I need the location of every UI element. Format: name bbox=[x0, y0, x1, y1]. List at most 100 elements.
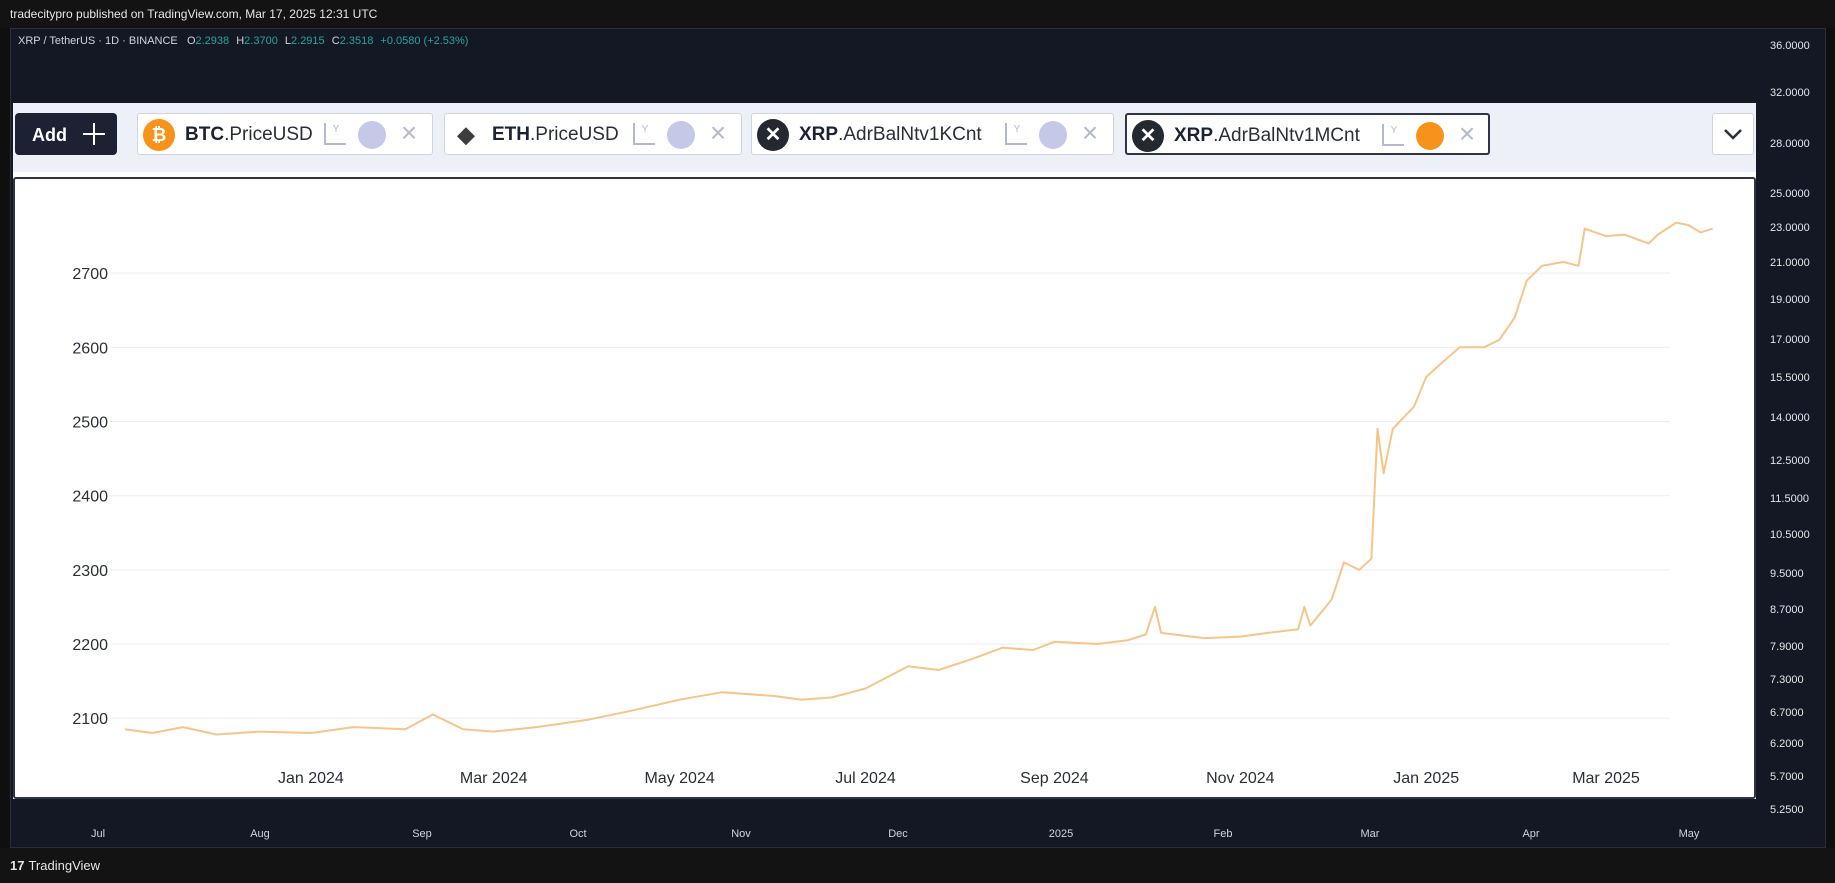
metric-field: .AdrBalNtv1KCnt bbox=[838, 124, 982, 145]
xrp-icon: ✕ bbox=[757, 119, 789, 151]
price-scale-tick: 6.7000 bbox=[1770, 707, 1804, 719]
x-tick-label: Jul 2024 bbox=[835, 770, 896, 787]
price-scale-tick: 14.0000 bbox=[1770, 412, 1810, 424]
y-tick-label: 2600 bbox=[72, 340, 108, 357]
y-tick-label: 2300 bbox=[72, 563, 108, 580]
metric-toolbar: Add ₿ BTC.PriceUSD Y × ◆ ETH.PriceUSD Y × ✕ XRP.A… bbox=[13, 103, 1756, 172]
plus-icon bbox=[83, 123, 105, 145]
price-scale-tick: 7.3000 bbox=[1770, 674, 1804, 686]
close-value: 2.3518 bbox=[339, 35, 374, 47]
publish-info: tradecitypro published on TradingView.co… bbox=[10, 7, 378, 21]
y-tick-label: 2700 bbox=[72, 266, 108, 283]
series-color-swatch[interactable] bbox=[1416, 122, 1444, 150]
price-scale-tick: 6.2000 bbox=[1770, 738, 1804, 750]
metric-tab-xrp-1m[interactable]: ✕ XRP.AdrBalNtv1MCnt Y × bbox=[1125, 113, 1490, 155]
time-scale-tick: Apr bbox=[1522, 828, 1540, 840]
metric-chart[interactable]: 2100 2200 2300 2400 2500 2600 2700 Jan 2024 Mar … bbox=[13, 177, 1756, 799]
metric-tab-xrp-1k[interactable]: ✕ XRP.AdrBalNtv1KCnt Y × bbox=[751, 113, 1114, 155]
axis-scale-icon[interactable]: Y bbox=[1382, 124, 1404, 146]
metric-field: .PriceUSD bbox=[530, 124, 619, 145]
x-tick-label: Sep 2024 bbox=[1020, 770, 1089, 787]
publish-bar: tradecitypro published on TradingView.co… bbox=[0, 0, 1835, 28]
price-scale-tick: 8.7000 bbox=[1770, 604, 1804, 616]
series-color-swatch[interactable] bbox=[667, 121, 695, 149]
price-scale-tick: 28.0000 bbox=[1770, 138, 1810, 150]
xrp-icon: ✕ bbox=[1132, 120, 1164, 152]
metric-coin: XRP bbox=[1174, 125, 1214, 146]
low-value: 2.2915 bbox=[291, 35, 325, 47]
metric-field: .AdrBalNtv1MCnt bbox=[1213, 125, 1360, 146]
price-scale-tick: 21.0000 bbox=[1770, 257, 1810, 269]
x-tick-label: Mar 2025 bbox=[1572, 770, 1640, 787]
price-scale[interactable]: 36.0000 32.0000 28.0000 25.0000 23.0000 21.00… bbox=[1756, 28, 1826, 828]
close-icon[interactable]: × bbox=[1081, 117, 1099, 148]
y-tick-label: 2200 bbox=[72, 637, 108, 654]
bitcoin-icon: ₿ bbox=[143, 119, 175, 151]
axis-scale-icon[interactable]: Y bbox=[1005, 123, 1027, 145]
symbol-name[interactable]: XRP / TetherUS · 1D · BINANCE bbox=[18, 35, 178, 47]
metric-name: BTC.PriceUSD bbox=[185, 124, 313, 146]
price-scale-tick: 19.0000 bbox=[1770, 294, 1810, 306]
close-icon[interactable]: × bbox=[709, 117, 727, 148]
metric-tab-eth[interactable]: ◆ ETH.PriceUSD Y × bbox=[444, 113, 742, 155]
price-scale-tick: 25.0000 bbox=[1770, 188, 1810, 200]
series-color-swatch[interactable] bbox=[1039, 121, 1067, 149]
price-scale-tick: 7.9000 bbox=[1770, 641, 1804, 653]
add-metric-button[interactable]: Add bbox=[15, 113, 117, 155]
collapse-toolbar-button[interactable] bbox=[1712, 113, 1754, 155]
y-tick-label: 2400 bbox=[72, 489, 108, 506]
ethereum-icon: ◆ bbox=[450, 119, 482, 151]
x-tick-label: Jan 2025 bbox=[1393, 770, 1459, 787]
metric-tab-btc[interactable]: ₿ BTC.PriceUSD Y × bbox=[137, 113, 433, 155]
change-value: +0.0580 (+2.53%) bbox=[380, 35, 469, 47]
y-tick-label: 2100 bbox=[72, 711, 108, 728]
x-tick-label: Mar 2024 bbox=[460, 770, 528, 787]
tradingview-logo[interactable]: 17 TradingView bbox=[10, 858, 100, 873]
footer-bar: 17 TradingView bbox=[0, 848, 1835, 883]
time-scale-tick: Mar bbox=[1360, 828, 1380, 840]
x-tick-label: May 2024 bbox=[644, 770, 714, 787]
time-scale[interactable]: Jul Aug Sep Oct Nov Dec 2025 Feb Mar Apr May bbox=[10, 820, 1755, 848]
series-color-swatch[interactable] bbox=[358, 121, 386, 149]
metric-coin: BTC bbox=[185, 124, 225, 145]
metric-coin: XRP bbox=[799, 124, 839, 145]
price-scale-tick: 32.0000 bbox=[1770, 87, 1810, 99]
axis-scale-icon[interactable]: Y bbox=[324, 123, 346, 145]
time-scale-tick: Feb bbox=[1213, 828, 1233, 840]
time-scale-tick: Oct bbox=[569, 828, 587, 840]
time-scale-tick: Dec bbox=[888, 828, 908, 840]
time-scale-tick: May bbox=[1678, 828, 1700, 840]
price-scale-tick: 9.5000 bbox=[1770, 568, 1804, 580]
metric-name: XRP.AdrBalNtv1KCnt bbox=[799, 124, 982, 146]
time-scale-tick: Jul bbox=[90, 828, 106, 840]
axis-scale-icon[interactable]: Y bbox=[633, 123, 655, 145]
price-scale-tick: 5.2500 bbox=[1770, 804, 1804, 816]
time-scale-tick: Sep bbox=[412, 828, 432, 840]
close-icon[interactable]: × bbox=[400, 117, 418, 148]
price-scale-tick: 11.5000 bbox=[1770, 493, 1809, 505]
tv-logo-mark: 17 bbox=[10, 858, 25, 873]
x-tick-label: Nov 2024 bbox=[1206, 770, 1275, 787]
price-scale-tick: 5.7000 bbox=[1770, 771, 1804, 783]
open-value: 2.2938 bbox=[195, 35, 230, 47]
x-tick-label: Jan 2024 bbox=[278, 770, 344, 787]
embedded-metric-widget: Add ₿ BTC.PriceUSD Y × ◆ ETH.PriceUSD Y × ✕ XRP.A… bbox=[13, 103, 1756, 799]
chevron-down-icon bbox=[1724, 129, 1742, 140]
time-scale-tick: Aug bbox=[250, 828, 270, 840]
y-tick-label: 2500 bbox=[72, 415, 108, 432]
price-scale-tick: 10.5000 bbox=[1770, 529, 1810, 541]
add-label: Add bbox=[32, 125, 67, 145]
symbol-legend: XRP / TetherUS · 1D · BINANCE O2.2938 H2… bbox=[18, 35, 469, 47]
price-scale-tick: 36.0000 bbox=[1770, 40, 1810, 52]
line-chart: 2100 2200 2300 2400 2500 2600 2700 Jan 2024 Mar … bbox=[72, 221, 1713, 787]
metric-name: ETH.PriceUSD bbox=[492, 124, 619, 146]
metric-field: .PriceUSD bbox=[224, 124, 313, 145]
time-scale-tick: Nov bbox=[731, 828, 751, 840]
high-value: 2.3700 bbox=[244, 35, 278, 47]
metric-coin: ETH bbox=[492, 124, 530, 145]
metric-name: XRP.AdrBalNtv1MCnt bbox=[1174, 125, 1360, 147]
price-scale-tick: 17.0000 bbox=[1770, 334, 1810, 346]
time-scale-tick: 2025 bbox=[1048, 828, 1074, 840]
close-icon[interactable]: × bbox=[1458, 118, 1476, 149]
price-scale-tick: 12.5000 bbox=[1770, 455, 1810, 467]
